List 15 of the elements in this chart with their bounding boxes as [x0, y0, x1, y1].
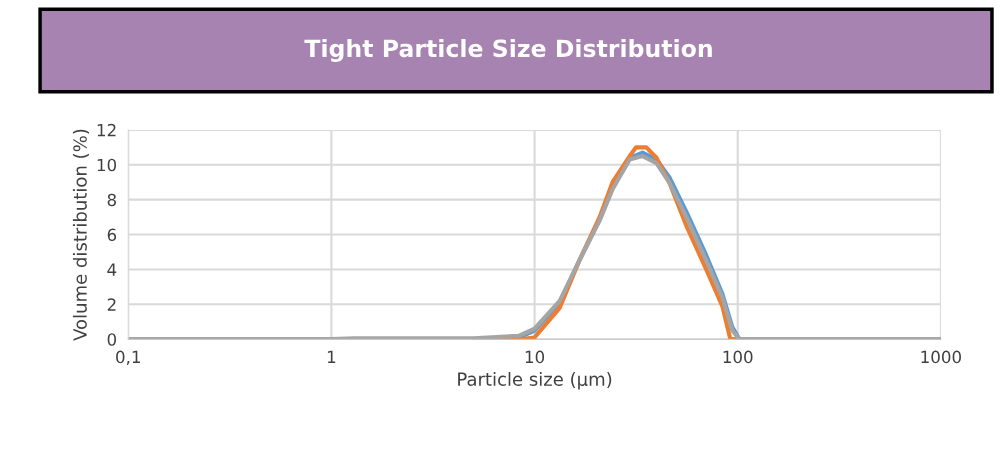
- y-axis-title: Volume distribution (%): [72, 129, 90, 341]
- x-tick-label: 1: [327, 350, 336, 363]
- y-tick-label: 8: [107, 193, 116, 207]
- x-tick-label: 0,1: [116, 350, 140, 365]
- y-tick-label: 4: [107, 263, 117, 276]
- x-axis-title: Particle size (µm): [458, 372, 612, 390]
- y-tick-label: 2: [107, 298, 116, 311]
- x-tick-label: 10: [525, 350, 545, 364]
- chart-title: Tight Particle Size Distribution: [304, 38, 712, 63]
- y-tick-label: 12: [97, 123, 116, 137]
- x-tick-label: 1000: [921, 350, 961, 364]
- y-tick-label: 0: [107, 333, 117, 346]
- y-tick-label: 10: [97, 158, 117, 172]
- x-tick-label: 100: [723, 350, 753, 364]
- y-tick-label: 6: [107, 228, 117, 242]
